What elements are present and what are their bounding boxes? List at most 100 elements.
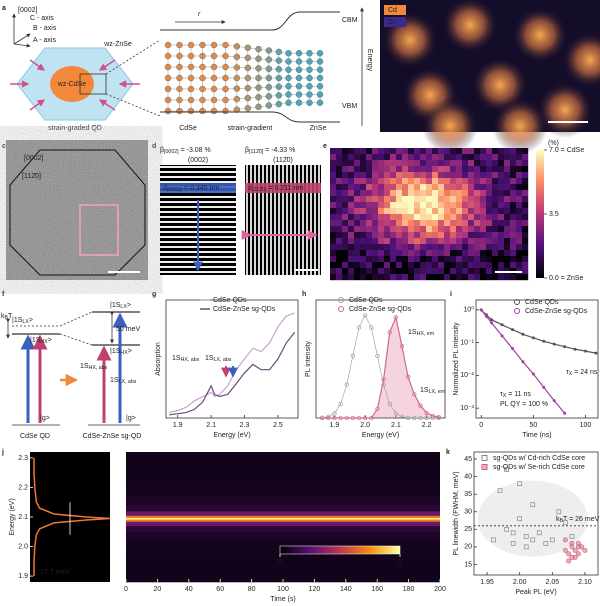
composition-pixel <box>354 196 361 203</box>
composition-pixel <box>438 166 445 173</box>
x-tick-label: 80 <box>248 586 256 593</box>
composition-pixel <box>372 262 379 269</box>
y-axis-label: PL linewidth (FWHM, meV) <box>453 471 460 555</box>
legend-marker <box>338 297 344 303</box>
strain-label-part: = -3.08 % <box>179 147 211 154</box>
data-point <box>350 415 356 421</box>
composition-pixel <box>342 160 349 167</box>
composition-pixel <box>414 148 421 155</box>
colorbar-tick-label: 7.0 = CdSe <box>549 147 584 154</box>
composition-pixel <box>510 172 517 179</box>
atom <box>255 45 262 53</box>
composition-pixel <box>522 148 529 155</box>
composition-pixel <box>336 154 343 161</box>
composition-pixel <box>378 232 385 239</box>
composition-pixel <box>480 238 487 245</box>
composition-pixel <box>390 214 397 221</box>
colorbar-tick-label: 3.5 <box>549 211 559 218</box>
composition-pixel <box>444 160 451 167</box>
composition-pixel <box>474 262 481 269</box>
atom <box>233 43 241 50</box>
composition-pixel <box>468 262 475 269</box>
composition-pixel <box>510 262 517 269</box>
composition-pixel <box>390 244 397 251</box>
composition-pixel <box>330 160 337 167</box>
atom <box>316 83 324 90</box>
x-tick-label: 0 <box>479 422 483 429</box>
composition-pixel <box>522 214 529 221</box>
composition-pixel <box>480 244 487 251</box>
composition-pixel <box>480 250 487 257</box>
composition-pixel <box>450 190 457 197</box>
composition-pixel <box>474 220 481 227</box>
data-point <box>566 551 572 557</box>
data-point <box>542 385 546 389</box>
atom <box>164 107 172 115</box>
y-tick-label: 2.1 <box>18 514 28 521</box>
atom <box>164 41 172 49</box>
composition-pixel <box>372 154 379 161</box>
composition-pixel <box>444 184 451 191</box>
composition-pixel <box>354 274 361 281</box>
level <box>59 311 93 327</box>
composition-pixel <box>516 274 523 281</box>
data-point <box>523 544 529 550</box>
composition-pixel <box>462 208 469 215</box>
composition-pixel <box>486 190 493 197</box>
plot-frame <box>165 299 299 419</box>
transition-label-part: 1S <box>80 363 89 370</box>
composition-pixel <box>444 256 451 263</box>
atom <box>275 57 283 64</box>
composition-pixel <box>504 172 511 179</box>
colorbar-tick-label: 0 <box>278 559 282 566</box>
level-label-part: HX <box>120 350 128 356</box>
annotation-part: X <box>503 393 507 399</box>
x-tick-label: 60 <box>216 586 224 593</box>
composition-pixel <box>468 220 475 227</box>
composition-pixel <box>516 214 523 221</box>
heatmap-row <box>126 511 440 516</box>
composition-pixel <box>438 214 445 221</box>
cd-blob <box>537 82 593 138</box>
composition-pixel <box>516 172 523 179</box>
panel-label: a <box>2 5 6 12</box>
panel-label: g <box>152 291 156 298</box>
composition-pixel <box>342 244 349 251</box>
annotation: 17.7 meV <box>40 569 70 576</box>
y-tick-label: 35 <box>464 491 472 498</box>
annotation: 1SHX, em <box>408 329 435 338</box>
atom <box>306 66 313 73</box>
composition-pixel <box>450 250 457 257</box>
composition-pixel <box>354 220 361 227</box>
atom <box>233 85 241 92</box>
composition-pixel <box>372 208 379 215</box>
heatmap-row <box>126 505 440 512</box>
atom <box>222 74 229 82</box>
spacing-band <box>245 183 321 193</box>
data-point <box>500 323 504 327</box>
composition-pixel <box>492 160 499 167</box>
composition-pixel <box>396 166 403 173</box>
annotation-part: 1S <box>408 329 417 336</box>
atom <box>222 52 229 60</box>
composition-pixel <box>426 244 433 251</box>
data-point <box>356 415 362 421</box>
annotation: kBT = 26 meV <box>556 516 600 525</box>
composition-pixel <box>456 166 463 173</box>
composition-pixel <box>366 202 373 209</box>
data-point <box>405 415 411 420</box>
composition-pixel <box>462 244 469 251</box>
composition-pixel <box>438 154 445 161</box>
atom <box>187 41 195 49</box>
transition-label-part: LX, abs <box>119 379 137 385</box>
composition-pixel <box>486 262 493 269</box>
data-point <box>350 353 356 358</box>
shape <box>98 99 116 111</box>
atom <box>233 95 241 103</box>
composition-pixel <box>438 244 445 251</box>
composition-pixel <box>462 226 469 233</box>
colorbar-tick-label: 0.0 = ZnSe <box>549 275 584 282</box>
composition-pixel <box>402 172 409 179</box>
composition-pixel <box>414 220 421 227</box>
annotation-part: 1S <box>172 355 181 362</box>
